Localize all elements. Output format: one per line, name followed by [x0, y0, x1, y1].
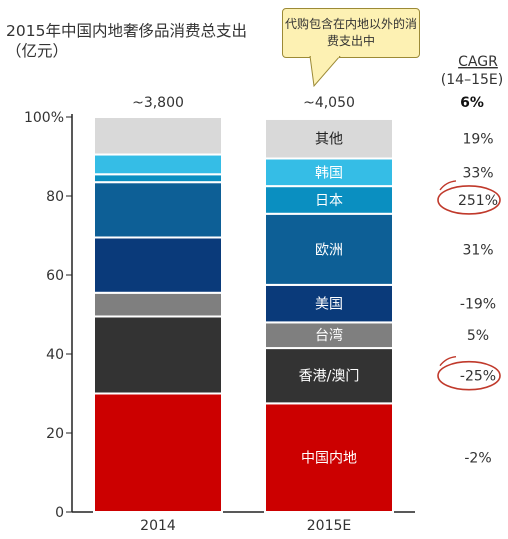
bar-segment-2014-6	[93, 153, 223, 176]
bar-segment-2015E-6	[264, 157, 394, 188]
y-tick-label: 100%	[24, 110, 64, 126]
bar-segment-2015E-2	[264, 321, 394, 350]
bar-segment-2015E-4	[264, 212, 394, 286]
cagr-value: 33%	[462, 165, 493, 181]
bar-total-label: ~4,050	[303, 95, 355, 111]
cagr-value: -19%	[460, 297, 496, 313]
cagr-value: -25%	[460, 369, 496, 385]
bar-segment-2014-2	[93, 291, 223, 318]
bar-segment-2014-7	[93, 116, 223, 156]
cagr-total: 6%	[460, 95, 484, 111]
y-tick-label: 0	[55, 505, 64, 521]
segment-label: 韩国	[315, 165, 343, 181]
segment-label: 欧洲	[315, 242, 343, 258]
cagr-value: 5%	[467, 328, 489, 344]
bar-segment-2014-3	[93, 236, 223, 294]
cagr-value: -2%	[464, 451, 491, 467]
chart-title: 2015年中国内地奢侈品消费总支出（亿元）	[6, 22, 247, 60]
bar-segment-2015E-5	[264, 185, 394, 215]
x-tick-label: 2015E	[307, 518, 351, 534]
bar-segment-2014-0	[93, 392, 223, 513]
highlight-circle-tail	[439, 356, 457, 367]
segment-label: 中国内地	[301, 451, 357, 467]
cagr-value: 31%	[462, 242, 493, 258]
highlight-circle-tail	[439, 180, 457, 191]
bar-segment-2015E-0	[264, 402, 394, 513]
y-tick-label: 60	[46, 268, 64, 284]
bar-segment-2015E-7	[264, 117, 394, 160]
highlight-circle	[437, 360, 501, 391]
bar-segment-2014-1	[93, 315, 223, 395]
cagr-value: 251%	[458, 193, 498, 209]
x-tick-label: 2014	[140, 518, 176, 534]
highlight-circle	[437, 185, 501, 215]
cagr-header-period: (14–15E)	[441, 72, 503, 88]
segment-label: 美国	[315, 297, 343, 313]
cagr-value: 19%	[462, 132, 493, 148]
cagr-header: CAGR	[458, 54, 498, 70]
segment-label: 其他	[315, 132, 343, 148]
callout-note: 代购包含在内地以外的消费支出中	[282, 8, 420, 58]
bar-total-label: ~3,800	[132, 95, 184, 111]
bar-segment-2014-5	[93, 173, 223, 184]
y-tick-label: 40	[46, 347, 64, 363]
callout-tail	[309, 56, 341, 88]
y-tick-label: 80	[46, 189, 64, 205]
y-tick-label: 20	[46, 426, 64, 442]
segment-label: 台湾	[315, 327, 343, 344]
segment-label: 日本	[315, 193, 343, 209]
segment-label: 香港/澳门	[299, 369, 360, 385]
bar-segment-2014-4	[93, 181, 223, 239]
